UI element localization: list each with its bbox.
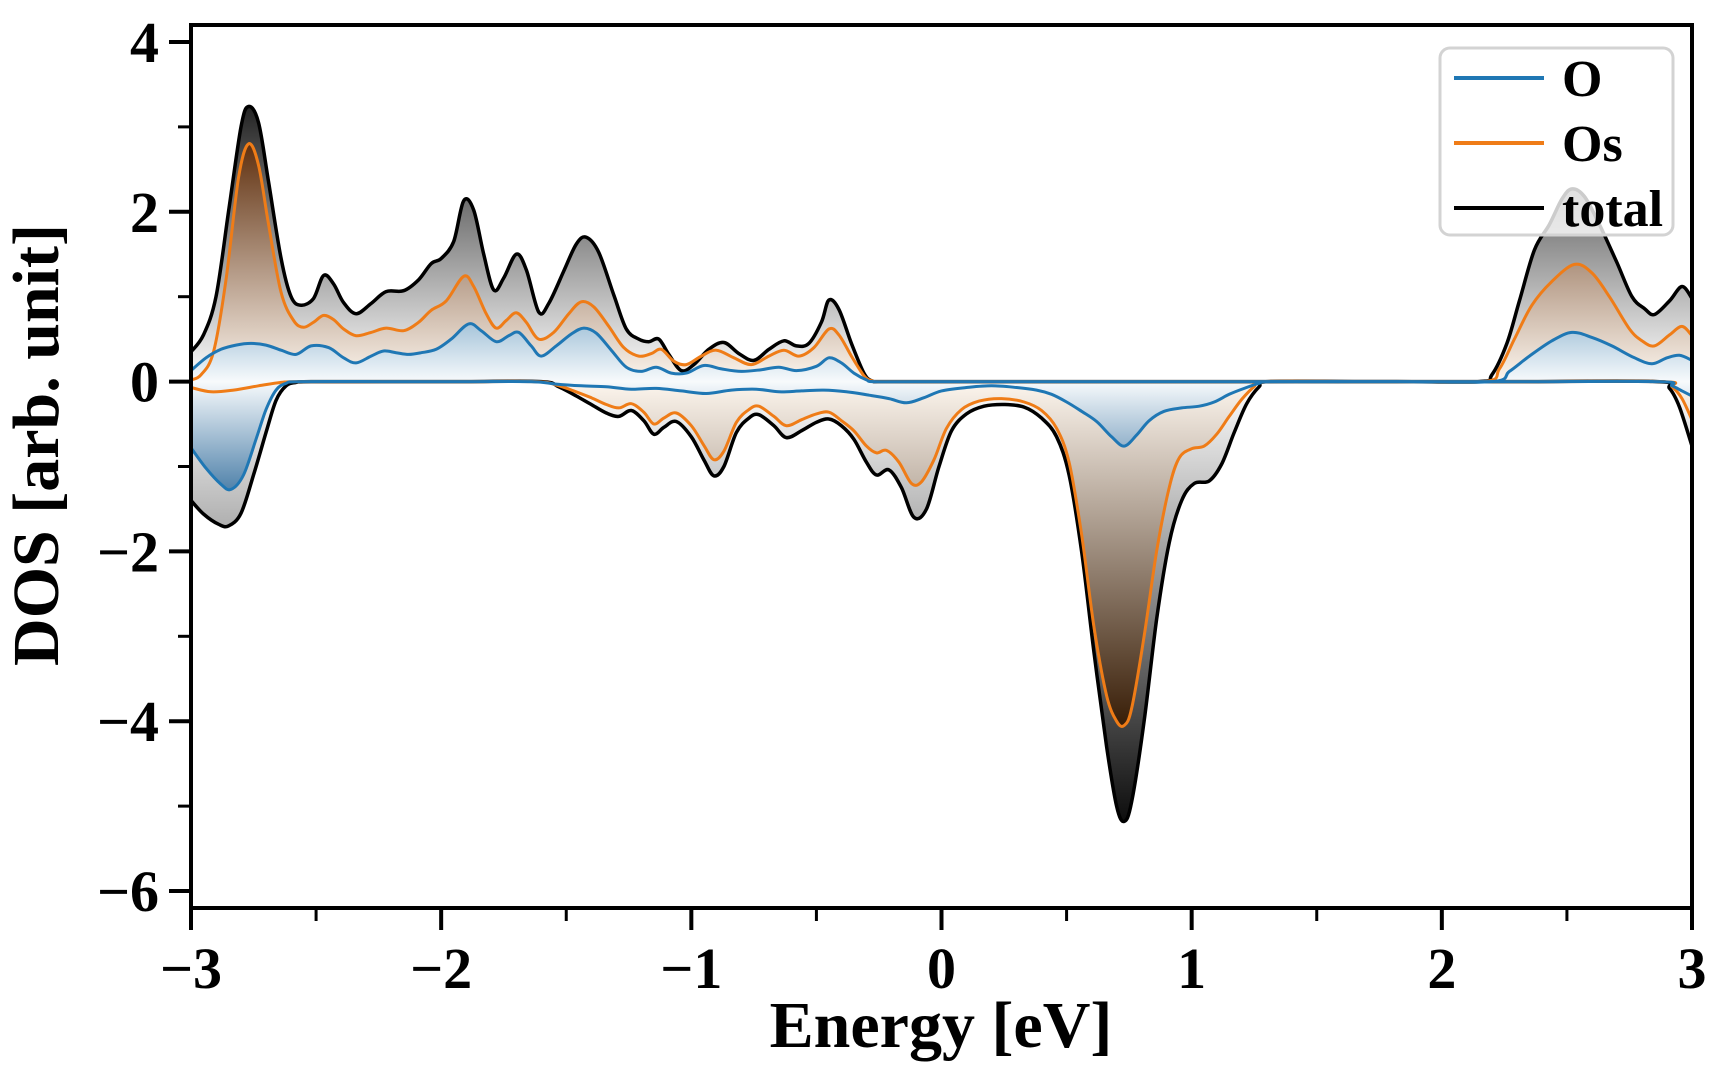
x-tick-label: 1 bbox=[1177, 936, 1206, 1001]
os-curve-up bbox=[191, 142, 1692, 385]
os-curve-down bbox=[191, 379, 1692, 728]
o-curve-down bbox=[191, 379, 1692, 492]
legend-label-total: total bbox=[1562, 181, 1663, 238]
plot-frame bbox=[189, 23, 1694, 910]
curves bbox=[191, 104, 1692, 824]
total-curve-up bbox=[191, 104, 1692, 384]
axis-tick-labels: −3 −2 −1 0 1 2 3 4 2 0 −2 −4 −6 bbox=[97, 10, 1707, 1001]
axis-ticks bbox=[169, 39, 1694, 930]
os-fill-up bbox=[191, 143, 1692, 383]
x-tick-label: 3 bbox=[1678, 936, 1707, 1001]
legend-label-o: O bbox=[1562, 51, 1602, 108]
y-tick-label: −6 bbox=[97, 859, 159, 924]
legend: O Os total bbox=[1438, 46, 1675, 238]
y-tick-label: 2 bbox=[130, 180, 159, 245]
x-tick-label: −2 bbox=[410, 936, 472, 1001]
y-axis-title: DOS [arb. unit] bbox=[0, 224, 73, 666]
x-tick-label: −3 bbox=[160, 936, 222, 1001]
legend-label-os: Os bbox=[1562, 116, 1623, 173]
x-axis-title: Energy [eV] bbox=[770, 989, 1113, 1062]
legend-box bbox=[1438, 46, 1675, 237]
total-fill-up bbox=[191, 106, 1692, 383]
y-tick-label: −4 bbox=[97, 689, 159, 754]
total-fill-down bbox=[191, 381, 1692, 822]
y-tick-label: −2 bbox=[97, 519, 159, 584]
x-tick-label: −1 bbox=[660, 936, 722, 1001]
os-fill-down bbox=[191, 381, 1692, 727]
y-tick-label: 0 bbox=[130, 350, 159, 415]
y-tick-label: 4 bbox=[130, 10, 159, 75]
x-tick-label: 2 bbox=[1427, 936, 1456, 1001]
x-tick-label: 0 bbox=[927, 936, 956, 1001]
